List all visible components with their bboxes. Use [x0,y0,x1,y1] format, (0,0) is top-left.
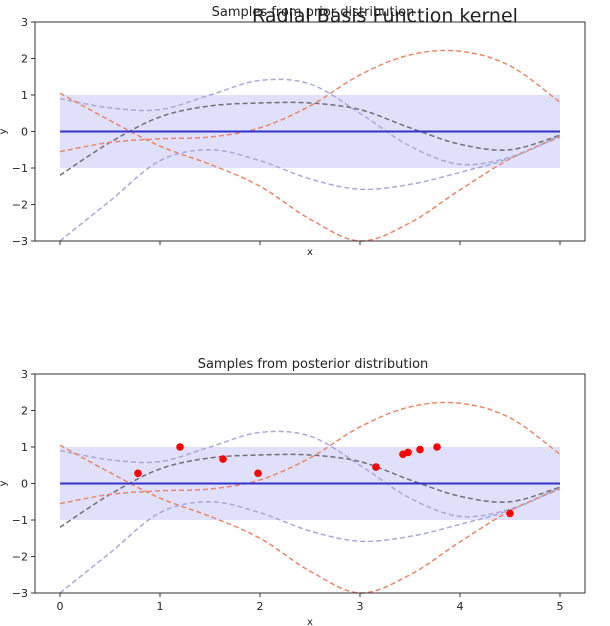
y-tick: 0 [21,478,35,491]
y-axis-label: y [0,128,9,134]
y-tick-label: 2 [21,53,28,66]
x-tick: 4 [457,593,464,613]
y-tick-label: 2 [21,405,28,418]
prior-plot: 3 2 1 0 −1 −2 −3 x y Samples from prior distribut… [0,5,586,258]
y-tick: −2 [12,551,35,564]
x-axis-label: x [307,247,313,258]
sample-curve-1 [59,78,561,166]
sample-curve-3 [59,92,561,242]
x-tick: 5 [557,593,564,613]
y-tick-label: −3 [12,235,28,248]
y-tick-label: 0 [21,478,28,491]
y-tick-label: 3 [21,368,28,381]
y-tick-label: 1 [21,441,28,454]
observation-point [416,445,424,454]
x-tick-label: 5 [557,600,564,613]
y-tick-label: −1 [12,514,28,527]
x-tick-label: 4 [457,600,464,613]
figure-title: Radial Basis Function kernel [252,5,518,27]
observation-point [433,443,441,451]
y-tick: 1 [21,441,35,454]
posterior-plot: 0 1 2 3 4 5 3 2 1 0 −1 −2 −3 x y Samples from posterior… [0,357,586,626]
observation-point [176,443,184,451]
y-tick: 2 [21,53,35,66]
sample-curve-2 [59,453,561,528]
y-tick-label: −3 [12,587,28,600]
x-tick-label: 2 [257,600,264,613]
y-tick-label: 3 [21,16,28,29]
sample-curve-1 [59,430,561,518]
plot-title: Samples from posterior distribution [198,357,429,372]
y-tick: 3 [21,368,35,381]
observation-point [506,509,514,518]
x-tick: 0 [57,593,64,613]
y-tick: −2 [12,199,35,212]
y-tick-label: −2 [12,551,28,564]
sample-curve-5 [59,401,561,505]
y-tick: −1 [12,514,35,527]
observation-point [219,455,227,463]
y-tick: −3 [12,587,35,600]
x-tick: 1 [157,593,164,613]
x-tick-label: 3 [357,600,364,613]
x-axis-label: x [307,617,313,626]
y-tick: −3 [12,235,35,248]
y-tick: 2 [21,405,35,418]
y-tick: 0 [21,126,35,139]
y-tick-label: −1 [12,162,28,175]
y-tick: 3 [21,16,35,29]
sample-curve-2 [59,101,561,176]
x-tick: 2 [257,593,264,613]
sample-curve-4 [59,135,561,242]
x-tick-label: 0 [57,600,64,613]
sample-curve-5 [59,49,561,153]
observation-point [254,469,262,478]
y-tick-label: 1 [21,89,28,102]
x-tick: 3 [357,593,364,613]
plot-title: Samples from prior distribution [212,5,415,20]
observation-point [404,448,412,457]
sample-curve-3 [59,444,561,594]
y-tick-label: −2 [12,199,28,212]
y-tick-label: 0 [21,126,28,139]
x-tick-label: 1 [157,600,164,613]
sample-curve-4 [59,487,561,594]
observation-point [372,463,380,471]
observation-point [134,469,142,478]
y-tick: 1 [21,89,35,102]
y-axis-label: y [0,480,9,486]
y-tick: −1 [12,162,35,175]
